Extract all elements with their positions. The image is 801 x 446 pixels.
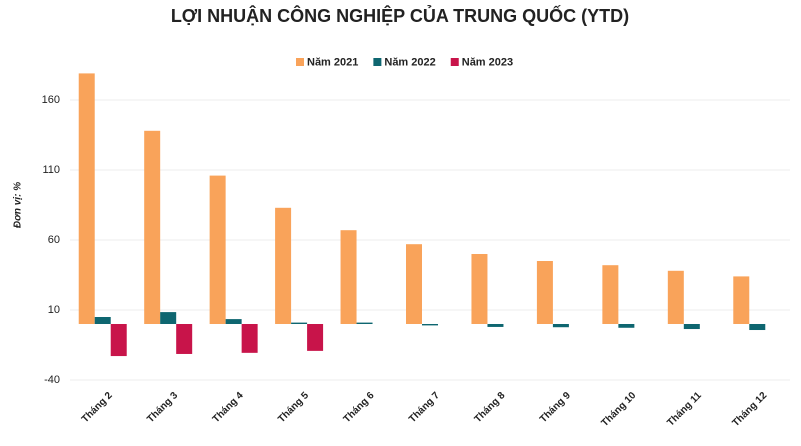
y-tick-label: 10	[48, 304, 60, 316]
bar	[602, 265, 619, 324]
bar	[291, 322, 308, 324]
x-tick-label: Tháng 7	[407, 390, 442, 425]
bar	[618, 324, 635, 328]
x-tick-label: Tháng 6	[342, 390, 377, 425]
bar	[241, 324, 258, 353]
bar	[144, 130, 161, 324]
bar	[94, 317, 111, 324]
bar	[536, 261, 553, 324]
y-axis-label: Đơn vị: %	[13, 182, 24, 228]
x-tick-label: Tháng 3	[145, 390, 180, 425]
x-tick-label: Tháng 11	[665, 390, 704, 429]
y-tick-label: -40	[44, 374, 60, 386]
x-tick-label: Tháng 12	[730, 390, 769, 429]
x-tick-label: Tháng 4	[211, 390, 246, 425]
bar	[406, 244, 422, 324]
bar	[749, 324, 766, 331]
bar	[487, 324, 504, 327]
legend-label: Năm 2021	[307, 56, 358, 68]
legend-label: Năm 2023	[462, 56, 513, 68]
bar	[340, 230, 357, 324]
y-tick-label: 60	[48, 234, 60, 246]
bar	[307, 324, 324, 351]
x-tick-label: Tháng 10	[600, 390, 639, 429]
bar	[209, 175, 226, 324]
bar	[176, 324, 193, 354]
bar	[225, 319, 242, 324]
legend-swatch	[296, 58, 304, 66]
bar	[552, 324, 569, 328]
legend-swatch	[450, 58, 459, 66]
x-tick-label: Tháng 8	[473, 390, 508, 425]
bar	[471, 254, 488, 324]
y-tick-label: 110	[42, 164, 60, 176]
x-tick-label: Tháng 9	[538, 390, 573, 425]
bar	[78, 73, 95, 325]
legend-label: Năm 2022	[384, 56, 435, 68]
bar	[275, 207, 292, 324]
bar	[110, 324, 127, 357]
bar	[422, 324, 438, 326]
bar	[667, 270, 684, 324]
bar	[160, 312, 177, 324]
legend-swatch	[373, 58, 382, 66]
y-tick-label: 160	[42, 94, 60, 106]
x-tick-label: Tháng 5	[276, 390, 311, 425]
bar	[733, 276, 750, 324]
bar	[356, 322, 373, 324]
x-tick-label: Tháng 2	[80, 390, 115, 425]
bar	[683, 324, 700, 330]
chart-title: LỢI NHUẬN CÔNG NGHIỆP CỦA TRUNG QUỐC (YT…	[171, 5, 629, 26]
